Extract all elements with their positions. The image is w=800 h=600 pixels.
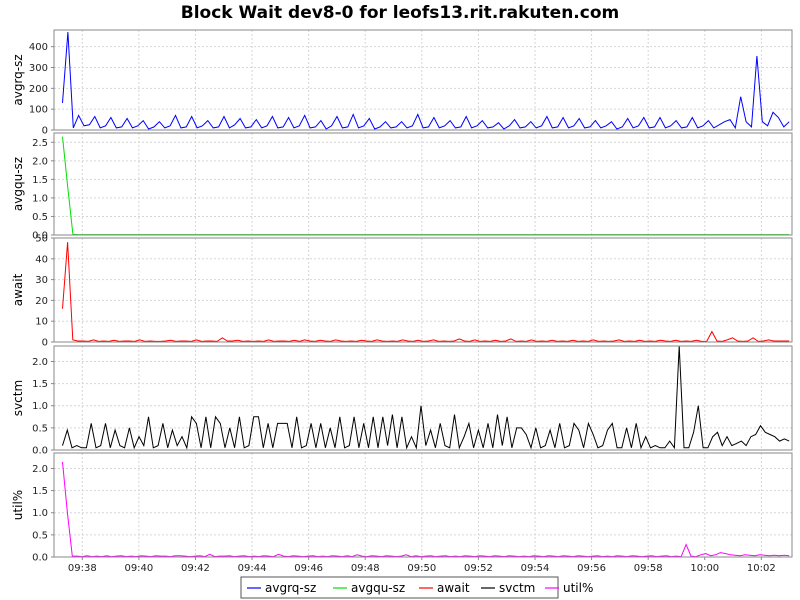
legend-label-avgqu-sz: avgqu-sz: [351, 581, 405, 595]
y-tick-label: 40: [35, 254, 48, 265]
y-tick-label: 1.0: [32, 508, 48, 519]
x-tick-label: 09:52: [464, 563, 493, 574]
x-tick-label: 09:42: [181, 563, 210, 574]
plot-area: [54, 133, 792, 235]
y-tick-label: 2.0: [32, 156, 48, 167]
series-line-svctm: [62, 345, 790, 450]
plot-border: [53, 132, 793, 236]
legend-label-svctm: svctm: [499, 581, 535, 595]
y-tick-label: 20: [35, 296, 48, 307]
x-tick-label: 09:44: [238, 563, 267, 574]
y-axis-label: await: [11, 273, 25, 306]
y-tick-label: 2.5: [32, 138, 48, 149]
y-tick-label: 0: [42, 338, 48, 349]
x-tick-label: 09:50: [407, 563, 436, 574]
chart-title: Block Wait dev8-0 for leofs13.rit.rakute…: [181, 3, 619, 23]
y-tick-label: 0.0: [32, 553, 48, 564]
y-axis-label: avgqu-sz: [11, 157, 25, 211]
y-tick-label: 0.5: [32, 423, 48, 434]
x-tick-label: 09:54: [521, 563, 550, 574]
x-tick-label: 09:48: [351, 563, 380, 574]
x-tick-label: 09:38: [68, 563, 97, 574]
panel-svctm: 0.0 0.5 1.0 1.5 2.0 svctm: [11, 345, 793, 457]
panel-util%: 0.0 0.5 1.0 1.5 2.0 util%: [11, 452, 793, 564]
y-tick-label: 400: [29, 42, 48, 53]
legend-label-await: await: [437, 581, 470, 595]
y-tick-label: 0: [42, 126, 48, 137]
plot-border: [53, 29, 793, 131]
y-tick-label: 1.5: [32, 175, 48, 186]
y-tick-label: 1.0: [32, 401, 48, 412]
y-tick-label: 0.5: [32, 530, 48, 541]
x-axis: 09:38 09:40 09:42 09:44 09:46 09:48 09:50 09:52…: [68, 557, 776, 574]
y-tick-label: 1.5: [32, 486, 48, 497]
series-line-await: [62, 242, 790, 342]
y-axis-label: util%: [11, 490, 25, 520]
plot-area: [54, 453, 792, 557]
y-tick-label: 200: [29, 84, 48, 95]
y-tick-label: 300: [29, 63, 48, 74]
y-tick-label: 1.0: [32, 193, 48, 204]
y-tick-label: 10: [35, 317, 48, 328]
x-tick-label: 10:00: [690, 563, 719, 574]
y-tick-label: 2.0: [32, 464, 48, 475]
plot-border: [53, 237, 793, 343]
series-line-avgrq-sz: [62, 32, 790, 130]
x-tick-label: 09:46: [294, 563, 323, 574]
panel-await: 0 10 20 30 40 50 await: [11, 234, 793, 349]
y-tick-label: 50: [35, 234, 48, 245]
plot-border: [53, 345, 793, 451]
plot-border: [53, 452, 793, 558]
y-tick-label: 100: [29, 105, 48, 116]
plot-area: [54, 238, 792, 342]
panel-avgrq-sz: 0 100 200 300 400 avgrq-sz: [11, 29, 793, 137]
y-tick-label: 30: [35, 275, 48, 286]
x-tick-label: 09:40: [124, 563, 153, 574]
x-tick-label: 09:56: [577, 563, 606, 574]
series-line-util%: [62, 461, 790, 558]
chart-panels: 0100200300400avgrq-sz0.00.51.01.52.02.5a…: [11, 29, 793, 564]
y-axis-label: svctm: [11, 380, 25, 416]
y-tick-label: 2.0: [32, 357, 48, 368]
legend-label-util%: util%: [563, 581, 593, 595]
legend: avgrq-sz avgqu-sz await svctm util%: [240, 576, 593, 599]
panel-avgqu-sz: 0.0 0.5 1.0 1.5 2.0 2.5 avgqu-sz: [11, 132, 793, 242]
y-tick-label: 1.5: [32, 379, 48, 390]
y-tick-label: 0.0: [32, 231, 48, 242]
x-tick-label: 10:02: [747, 563, 776, 574]
legend-label-avgrq-sz: avgrq-sz: [265, 581, 316, 595]
x-tick-label: 09:58: [634, 563, 663, 574]
plot-area: [54, 346, 792, 450]
y-tick-label: 0.0: [32, 446, 48, 457]
y-axis-label: avgrq-sz: [11, 54, 25, 105]
y-tick-label: 0.5: [32, 212, 48, 223]
plot-area: [54, 30, 792, 130]
